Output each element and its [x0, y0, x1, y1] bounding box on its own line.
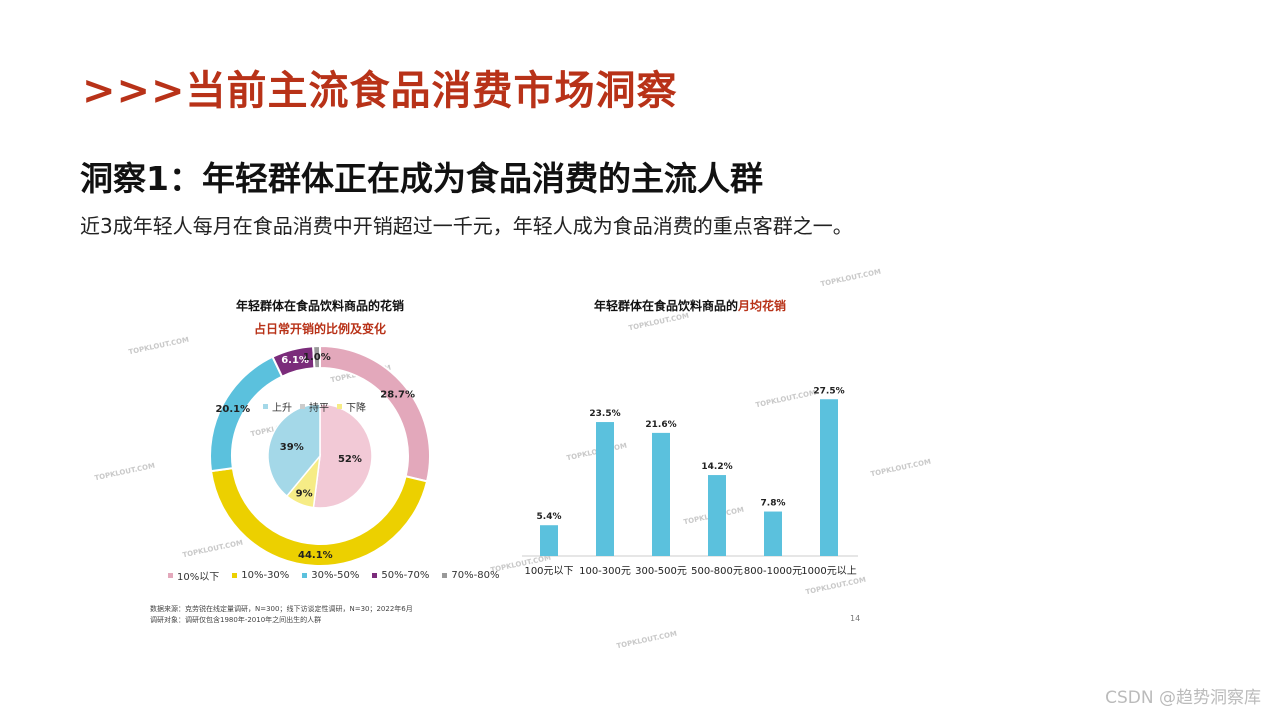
- bar-chart-title-part1: 年轻群体在食品饮料商品的: [593, 299, 738, 313]
- bar-category-label: 300-500元: [635, 566, 687, 577]
- inner-legend-label: 上升: [272, 403, 292, 414]
- footer-note: 数据来源：克劳锐在线定量调研，N=300；线下访谈定性调研，N=30；2022年…: [150, 604, 413, 626]
- inner-legend-item: 持平: [300, 399, 329, 414]
- page-title: >>>当前主流食品消费市场洞察: [82, 68, 678, 114]
- legend-item: 10%以下: [168, 568, 219, 583]
- bar-chart-title: 年轻群体在食品饮料商品的月均花销: [540, 297, 840, 314]
- legend-swatch: [300, 404, 305, 409]
- bar-chart: 5.4% 100元以下 23.5% 100-300元 21.6% 300-500元 14.2…: [522, 386, 858, 577]
- outer-slice-label: 20.1%: [215, 404, 250, 415]
- legend-item: 10%-30%: [232, 568, 289, 583]
- bar-chart-title-part2: 月均花销: [738, 299, 787, 313]
- survey-subject: 调研对象：调研仅包含1980年-2010年之间出生的人群: [150, 616, 322, 624]
- legend-swatch: [442, 573, 448, 578]
- legend-label: 30%-50%: [311, 570, 360, 581]
- outer-slice-70%-80%: [312, 344, 321, 370]
- legend-swatch: [232, 573, 238, 578]
- outer-slice-label: 28.7%: [380, 390, 415, 401]
- legend-item: 30%-50%: [302, 568, 359, 583]
- legend-item: 70%-80%: [442, 568, 499, 583]
- inner-slice-label: 9%: [296, 489, 313, 500]
- bar: [708, 475, 726, 556]
- bar-value-label: 7.8%: [761, 499, 786, 509]
- bar-category-label: 100元以下: [524, 566, 573, 577]
- watermark: TOPKLOUT.COM: [627, 311, 690, 333]
- outer-slice-label: 1.0%: [303, 352, 331, 363]
- donut-legend: 10%以下 10%-30% 30%-50% 50%-70% 70%-80%: [168, 568, 499, 583]
- csdn-watermark: CSDN @趋势洞察库: [1105, 688, 1261, 708]
- bar-category-label: 500-800元: [691, 566, 743, 577]
- bar-value-label: 21.6%: [645, 420, 676, 430]
- bar-value-label: 14.2%: [701, 462, 732, 472]
- data-source: 数据来源：克劳锐在线定量调研，N=300；线下访谈定性调研，N=30；2022年…: [150, 605, 413, 613]
- inner-slice-上升: [267, 403, 321, 498]
- outer-slice-label: 44.1%: [298, 550, 333, 561]
- watermark: TOPKLOUT.COM: [93, 461, 156, 483]
- bar-category-label: 800-1000元: [744, 566, 802, 577]
- inner-legend-label: 持平: [309, 403, 329, 414]
- donut-chart-title-line1: 年轻群体在食品饮料商品的花销: [235, 299, 404, 313]
- inner-slice-label: 52%: [338, 454, 362, 465]
- donut-chart: 28.7% 44.1% 20.1% 6.1%1.0% 52% 9% 39%: [209, 344, 431, 567]
- inner-legend: 上升 持平 下降: [263, 399, 366, 414]
- legend-label: 50%-70%: [381, 570, 430, 581]
- bar: [820, 399, 838, 556]
- legend-label: 70%-80%: [451, 570, 500, 581]
- legend-label: 10%以下: [177, 572, 220, 583]
- inner-legend-item: 下降: [337, 399, 366, 414]
- legend-swatch: [168, 573, 173, 578]
- watermark: TOPKLOUT.COM: [869, 457, 932, 479]
- watermark: TOPKLOUT.COM: [819, 267, 882, 289]
- bar: [540, 525, 558, 556]
- legend-swatch: [302, 573, 308, 578]
- insight-subtitle: 洞察1：年轻群体正在成为食品消费的主流人群: [80, 159, 763, 198]
- outer-slice-label: 6.1%: [281, 355, 309, 366]
- bar: [652, 432, 670, 556]
- bar-category-label: 100-300元: [579, 566, 631, 577]
- bar-value-label: 27.5%: [813, 386, 844, 396]
- inner-legend-item: 上升: [263, 399, 292, 414]
- watermark: TOPKLOUT.COM: [127, 335, 190, 357]
- inner-legend-label: 下降: [346, 403, 366, 414]
- bar-value-label: 5.4%: [537, 512, 562, 522]
- insight-description: 近3成年轻人每月在食品消费中开销超过一千元，年轻人成为食品消费的重点客群之一。: [80, 214, 853, 238]
- inner-slice-label: 39%: [280, 442, 304, 453]
- legend-swatch: [263, 404, 268, 409]
- legend-swatch: [337, 404, 342, 409]
- page-number: 14: [850, 614, 861, 623]
- bar: [596, 422, 614, 556]
- donut-chart-title-line2: 占日常开销的比例及变化: [253, 322, 386, 336]
- legend-label: 10%-30%: [241, 570, 290, 581]
- legend-item: 50%-70%: [372, 568, 429, 583]
- watermark: TOPKLOUT.COM: [615, 629, 678, 651]
- bar: [764, 511, 782, 556]
- bar-category-label: 1000元以上: [801, 565, 856, 577]
- bar-value-label: 23.5%: [589, 409, 620, 419]
- legend-swatch: [372, 573, 378, 578]
